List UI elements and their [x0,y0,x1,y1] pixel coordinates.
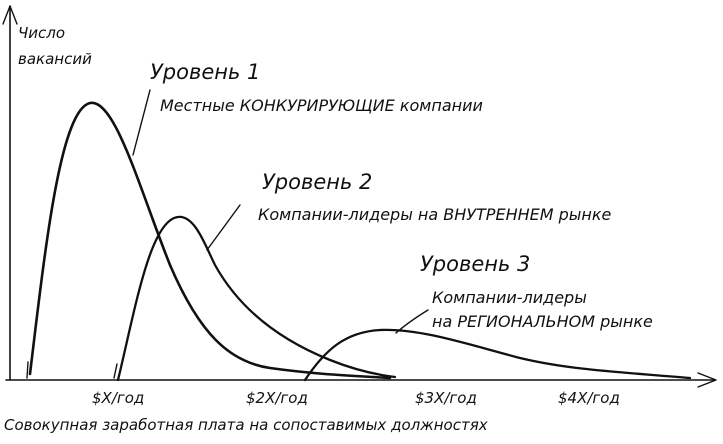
x-tick-label-3: $3X/год [415,389,477,407]
level-1-description: Местные КОНКУРИРУЮЩИЕ компании [160,96,483,115]
level-2-description: Компании-лидеры на ВНУТРЕННЕМ рынке [258,205,612,224]
curve-level-1 [28,101,392,380]
y-axis-label-line1: Число [18,24,66,42]
y-axis-arrow [2,5,18,25]
level-3-description-line2: на РЕГИОНАЛЬНОМ рынке [432,312,653,331]
leader-line-level-2 [206,204,241,251]
x-axis-arrow [697,372,717,388]
level-3-title: Уровень 3 [420,252,531,276]
tick-mark-2 [113,363,118,379]
level-1-title: Уровень 1 [150,60,261,84]
level-3-description-line1: Компании-лидеры [432,288,587,307]
x-axis-label: Совокупная заработная плата на сопостави… [4,416,488,434]
leader-line-level-1 [132,89,151,156]
level-2-title: Уровень 2 [262,170,373,194]
tick-mark-1 [26,361,29,379]
x-tick-label-4: $4X/год [558,389,620,407]
x-tick-label-2: $2X/год [246,389,308,407]
curve-level-2 [116,215,397,382]
x-tick-label-1: $X/год [92,389,145,407]
y-axis-label-line2: вакансий [18,50,92,68]
curve-level-3 [303,328,692,382]
leader-line-level-3 [395,309,429,334]
